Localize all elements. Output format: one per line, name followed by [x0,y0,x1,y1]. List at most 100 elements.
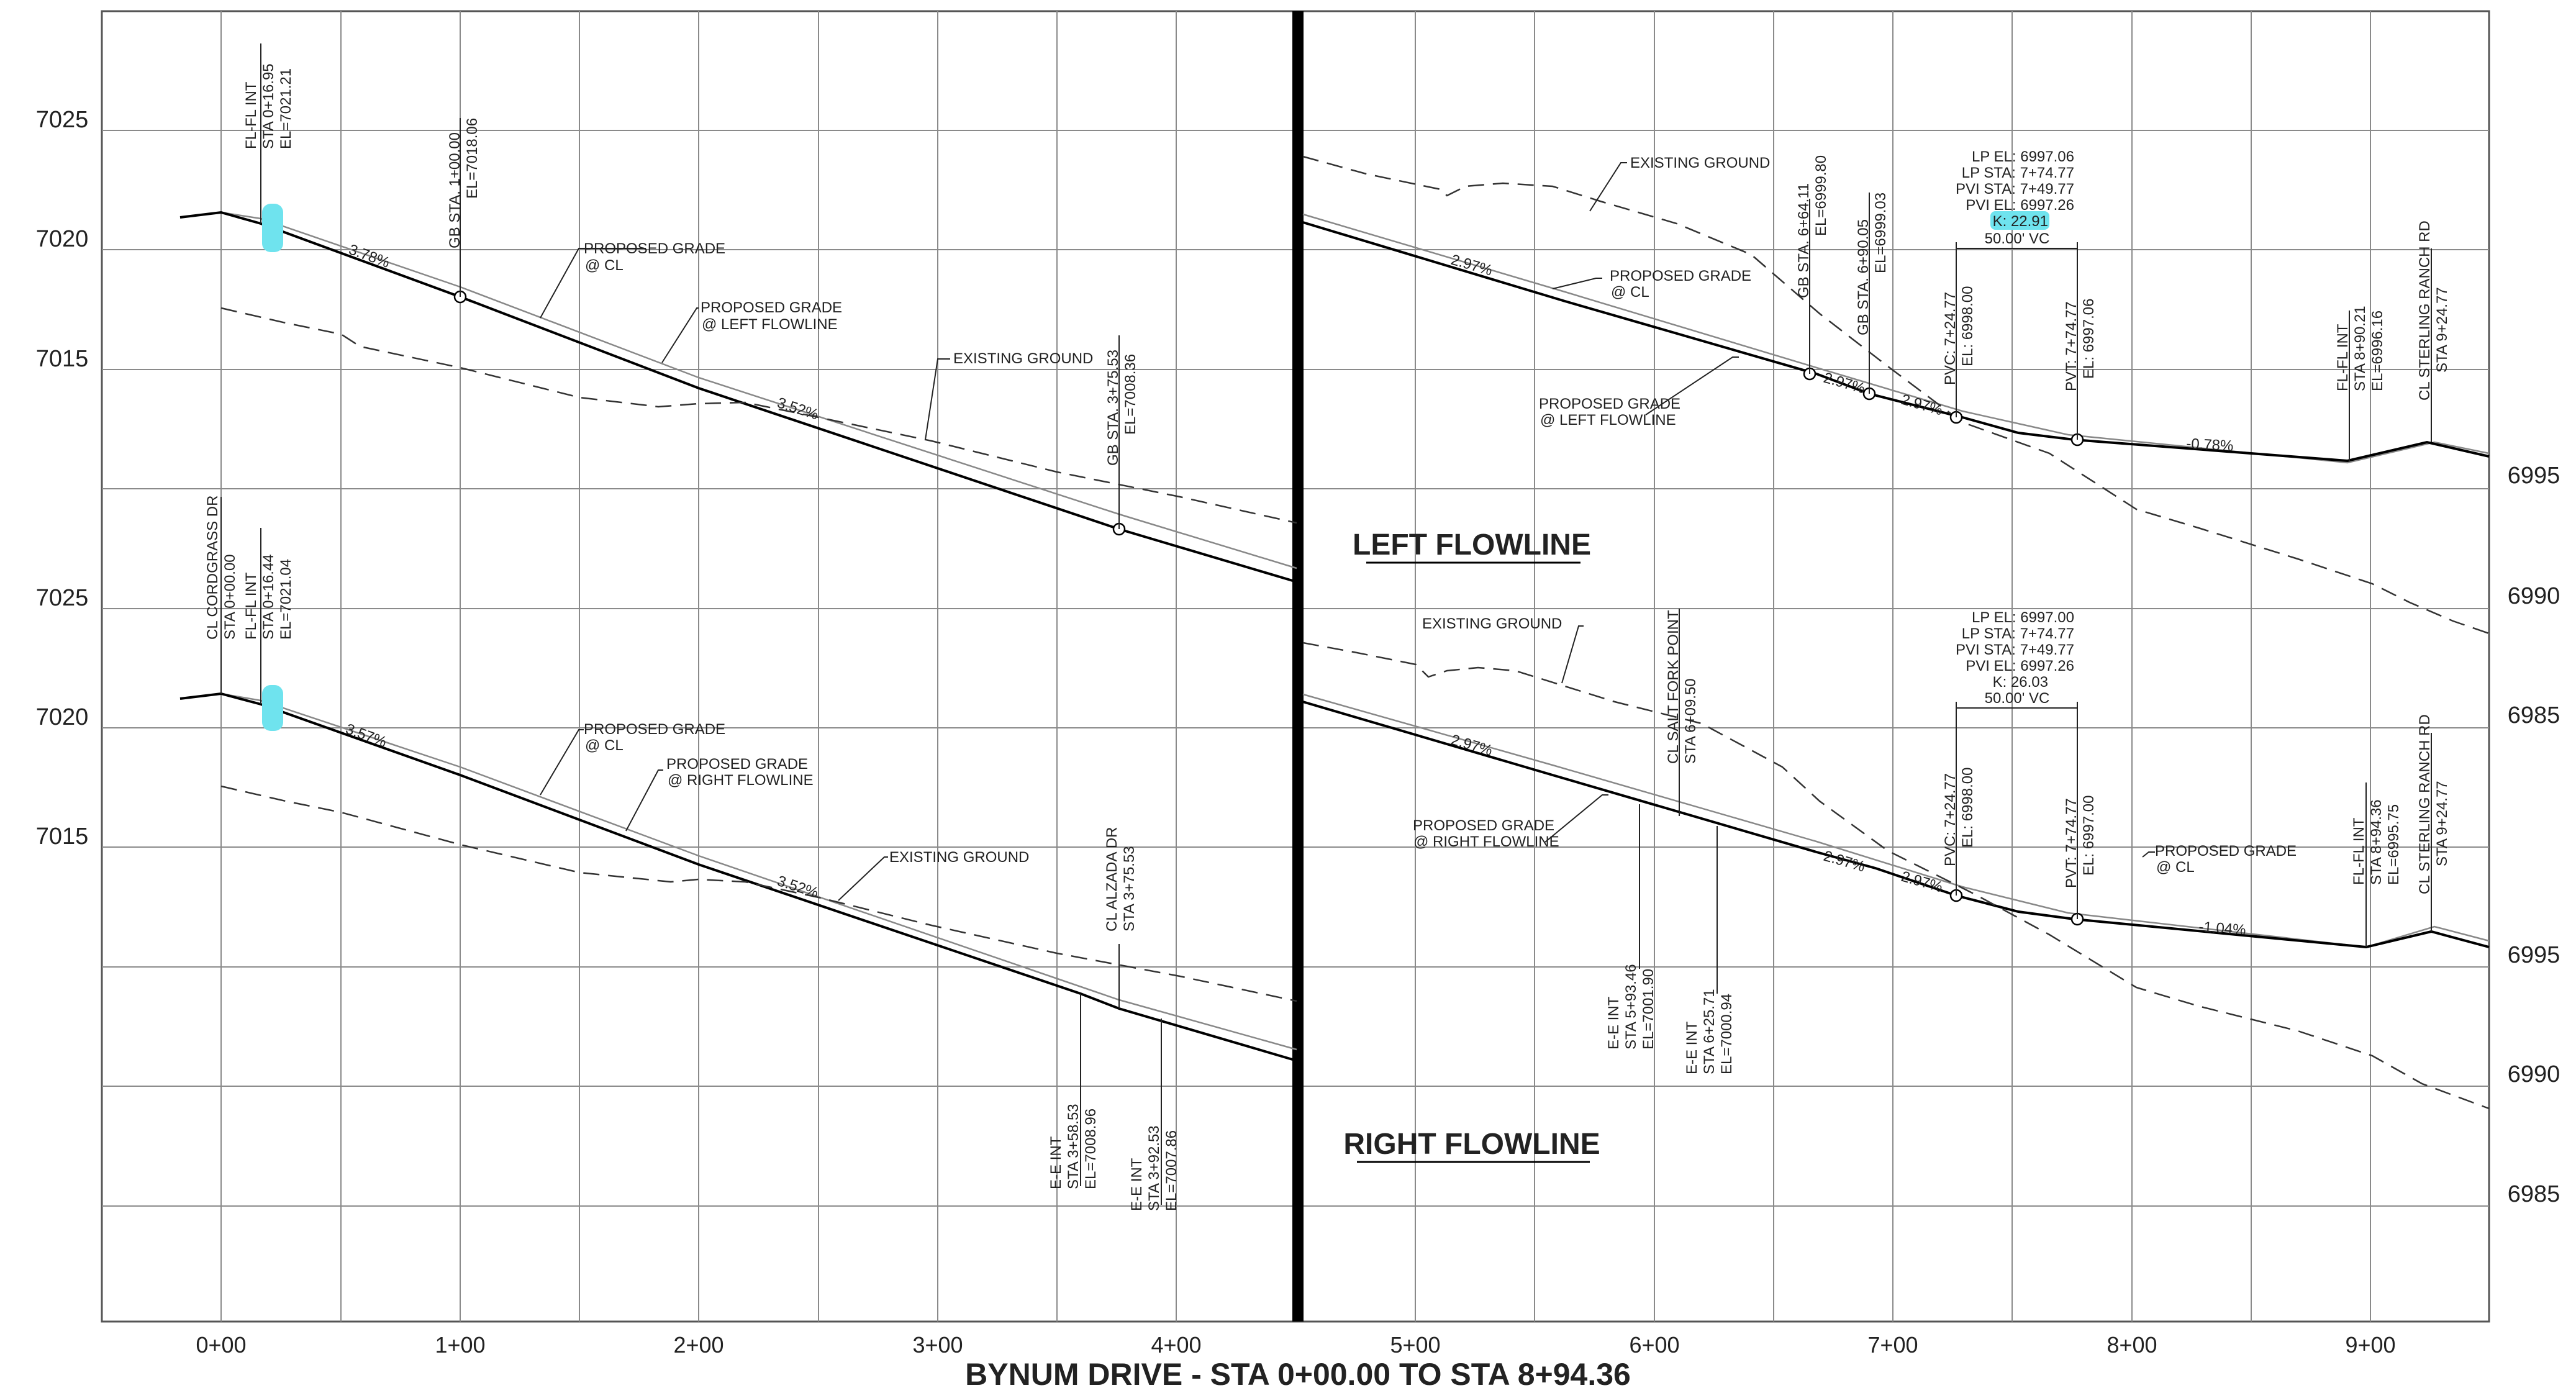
flfl-int-sta: STA 0+16.44 [260,554,277,640]
ee-int-el: EL=7001.90 [1640,969,1657,1050]
vc-info-line: LP EL: 6997.06 [1972,148,2074,165]
existing-ground-label: EXISTING GROUND [889,849,1029,866]
sterling-label: CL STERLING RANCH RD [2416,220,2433,401]
station-label: 8+00 [2107,1332,2157,1358]
sterling-sta: STA 9+24.77 [2434,781,2451,866]
station-label: 2+00 [673,1332,723,1358]
proposed-grade-sub: @ CL [1611,284,1649,301]
elevation-label: 7020 [36,226,89,252]
station-label: 1+00 [435,1332,485,1358]
elevation-label: 6985 [2508,702,2560,728]
proposed-grade-label: PROPOSED GRADE [666,756,808,773]
flfl-int-sta: STA 8+94.36 [2368,799,2385,885]
left-flowline-title: LEFT FLOWLINE [1353,528,1591,561]
pvt-label: PVT: 7+74.77 [2063,301,2080,391]
elevation-label: 7025 [36,107,89,133]
proposed-grade-sub: @ LEFT FLOWLINE [1540,412,1676,429]
ee-int-sta: STA 3+58.53 [1065,1104,1082,1189]
elevation-label: 6995 [2508,463,2560,489]
slope-label: 3.52% [775,394,820,424]
top-left-profile [179,43,1297,583]
right-flowline-title: RIGHT FLOWLINE [1343,1128,1600,1161]
elevation-label: 6995 [2508,942,2560,968]
ee-int-sta: STA 5+93.46 [1623,964,1639,1050]
proposed-grade-sub: @ CL [585,737,624,754]
gb-elevation-label: EL=6999.80 [1813,155,1830,236]
bottom-right-labels: EXISTING GROUND 2.97% 2.97% 2.97% -1.04%… [1413,609,2451,1074]
existing-ground-label: EXISTING GROUND [1630,155,1770,171]
gb-station-label: GB STA. 6+64.11 [1795,183,1812,298]
top-left-labels: FL-FL INT STA 0+16.95 EL=7021.21 GB STA.… [243,63,1139,466]
proposed-grade-label: PROPOSED GRADE [1413,817,1554,834]
ee-int-el: EL=7007.86 [1163,1130,1180,1211]
proposed-grade-sub: @ CL [585,257,624,274]
gb-station-label: GB STA. 3+75.53 [1105,350,1122,466]
flfl-int-sta: STA 8+90.21 [2352,306,2369,391]
ee-int-label: E-E INT [1048,1136,1064,1189]
flfl-int-el: EL=7021.21 [278,68,294,149]
slope-label: 2.97% [1449,252,1494,279]
top-right-profile [1302,155,2490,635]
vc-info-line: LP STA: 7+74.77 [1962,165,2074,181]
pvc-elevation: EL: 6998.00 [1959,286,1976,366]
k-value: K: 26.03 [1993,674,2048,691]
slope-label: -1.04% [2198,919,2247,938]
alzada-label: CL ALZADA DR [1104,827,1120,932]
ee-int-label: E-E INT [1605,996,1622,1050]
gb-elevation-label: EL=7008.36 [1122,354,1139,435]
vc-length: 50.00' VC [1985,230,2050,247]
vc-length: 50.00' VC [1985,690,2050,707]
pvt-elevation: EL: 6997.06 [2080,299,2097,379]
vc-info-line: PVI STA: 7+49.77 [1956,642,2074,658]
flfl-int-el: EL=6995.75 [2385,804,2402,885]
slope-label: 2.97% [1899,868,1944,896]
ee-int-label: E-E INT [1128,1158,1145,1211]
vc-info-line: LP STA: 7+74.77 [1962,625,2074,642]
flfl-int-sta: STA 0+16.95 [260,63,277,149]
elevation-label: 6985 [2508,1181,2560,1207]
flfl-int-label: FL-FL INT [2351,817,2367,885]
drawing-title: BYNUM DRIVE - STA 0+00.00 TO STA 8+94.36 [965,1357,1631,1388]
ee-int-label: E-E INT [1684,1021,1700,1074]
flfl-int-label: FL-FL INT [243,81,260,149]
slope-label: -0.78% [2186,435,2234,455]
elevation-label: 6990 [2508,583,2560,609]
cordgrass-label: CL CORDGRASS DR [204,496,221,640]
pvc-label: PVC: 7+24.77 [1942,292,1959,385]
flfl-int-label: FL-FL INT [2334,324,2351,391]
slope-label: 2.97% [1449,732,1494,760]
left-elevation-axis: 7025 7020 7015 7025 7020 7015 [36,107,89,850]
flfl-int-label: FL-FL INT [243,572,260,640]
station-label: 9+00 [2345,1332,2395,1358]
station-label: 6+00 [1629,1332,1679,1358]
proposed-grade-label: PROPOSED GRADE [584,240,725,257]
elevation-label: 7015 [36,823,89,850]
pvt-elevation: EL: 6997.00 [2080,796,2097,876]
gb-elevation-label: EL=6999.03 [1872,193,1889,273]
proposed-grade-label: PROPOSED GRADE [701,299,842,316]
proposed-grade-label: PROPOSED GRADE [1539,396,1680,412]
station-label: 7+00 [1867,1332,1918,1358]
proposed-grade-sub: @ RIGHT FLOWLINE [668,772,814,789]
slope-label: 2.97% [1899,391,1944,419]
station-label: 4+00 [1151,1332,1201,1358]
highlight-marker [262,204,283,252]
gb-station-label: GB STA. 1+00.00 [447,132,463,248]
ee-int-sta: STA 3+92.53 [1146,1125,1163,1211]
ee-int-sta: STA 6+25.71 [1701,989,1718,1074]
existing-ground-label: EXISTING GROUND [1422,615,1562,632]
k-value: K: 22.91 [1993,213,2048,230]
pvc-elevation: EL: 6998.00 [1959,768,1976,848]
proposed-grade-sub: @ RIGHT FLOWLINE [1413,833,1559,850]
highlight-marker-2 [262,685,283,731]
gb-station-label: GB STA. 6+90.05 [1855,219,1872,335]
bottom-left-profile [179,497,1297,1205]
vc-info-line: PVI EL: 6997.26 [1966,658,2074,674]
ee-int-el: EL=7000.94 [1718,994,1735,1074]
flfl-int-el: EL=6996.16 [2369,311,2386,391]
elevation-label: 7025 [36,585,89,611]
elevation-label: 7015 [36,346,89,372]
station-label: 5+00 [1390,1332,1440,1358]
slope-label: 3.78% [347,241,392,271]
